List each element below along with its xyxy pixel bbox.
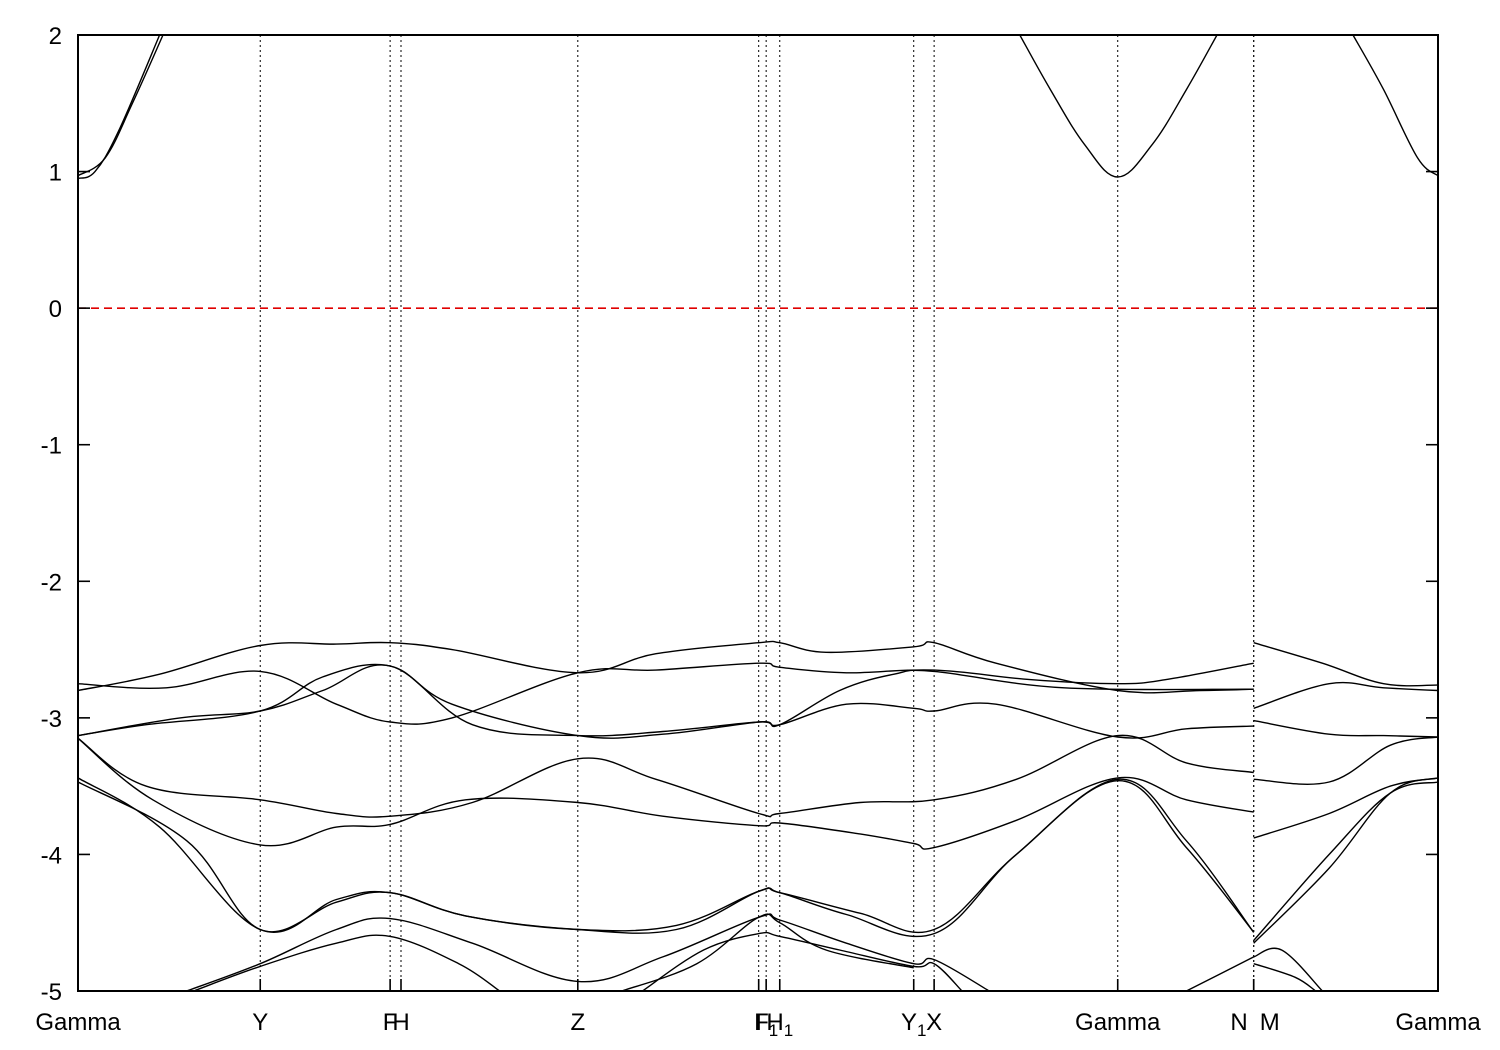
kpoint-label-13: Gamma (1395, 1009, 1481, 1036)
kpoint-lines (259, 35, 1255, 991)
band-16 (1186, 956, 1255, 991)
band-8 (78, 734, 1254, 818)
band-22 (1253, 781, 1438, 941)
band-20 (1253, 736, 1438, 785)
band-3 (1352, 35, 1438, 177)
band-13 (193, 934, 500, 991)
band-lines (78, 35, 1438, 991)
kpoint-label-5: I (755, 1009, 762, 1036)
ytick-label-0: 0 (49, 296, 62, 323)
ytick-label--2: -2 (41, 569, 62, 596)
kpoint-label-11: N (1230, 1009, 1247, 1036)
band-15 (621, 913, 914, 991)
band-0 (78, 35, 164, 177)
band-23 (1253, 777, 1438, 944)
band-1 (78, 35, 161, 180)
ytick-label-2: 2 (49, 23, 62, 50)
band-4 (78, 640, 1254, 694)
band-17 (1253, 642, 1438, 687)
band-2 (1019, 35, 1218, 178)
band-9 (78, 737, 1254, 850)
band-10 (78, 777, 1255, 934)
kpoint-label-3: H (392, 1009, 409, 1036)
y-axis-ticks: -5 -4 -3 -2 -1 0 1 2 (41, 23, 1438, 1006)
ytick-label--5: -5 (41, 979, 62, 1006)
band-14 (642, 931, 963, 991)
band-5 (78, 662, 1254, 725)
band-25 (1253, 947, 1323, 991)
band-6 (78, 664, 1254, 737)
kpoint-label-12: M (1260, 1009, 1280, 1036)
kpoint-label-1: Y (252, 1009, 268, 1036)
kpoint-label-4: Z (570, 1009, 585, 1036)
band-24 (1253, 963, 1317, 991)
band-12 (186, 913, 990, 991)
plot-frame (77, 34, 1439, 992)
kpoint-label-10: Gamma (1075, 1009, 1161, 1036)
band-19 (1253, 719, 1438, 738)
kpoint-label-9: X (926, 1009, 942, 1036)
ytick-label-1: 1 (49, 160, 62, 187)
band-11 (78, 779, 1255, 938)
band-7 (78, 663, 1254, 739)
ytick-label--4: -4 (41, 842, 62, 869)
kpoint-label-2: F (383, 1009, 398, 1036)
band-21 (1253, 777, 1438, 839)
band-18 (1253, 681, 1438, 709)
kpoint-label-8: Y1 (901, 1009, 926, 1040)
kpoint-label-0: Gamma (35, 1009, 121, 1036)
ytick-label--1: -1 (41, 433, 62, 460)
kpoint-label-7: H1 (766, 1009, 793, 1040)
ytick-label--3: -3 (41, 706, 62, 733)
